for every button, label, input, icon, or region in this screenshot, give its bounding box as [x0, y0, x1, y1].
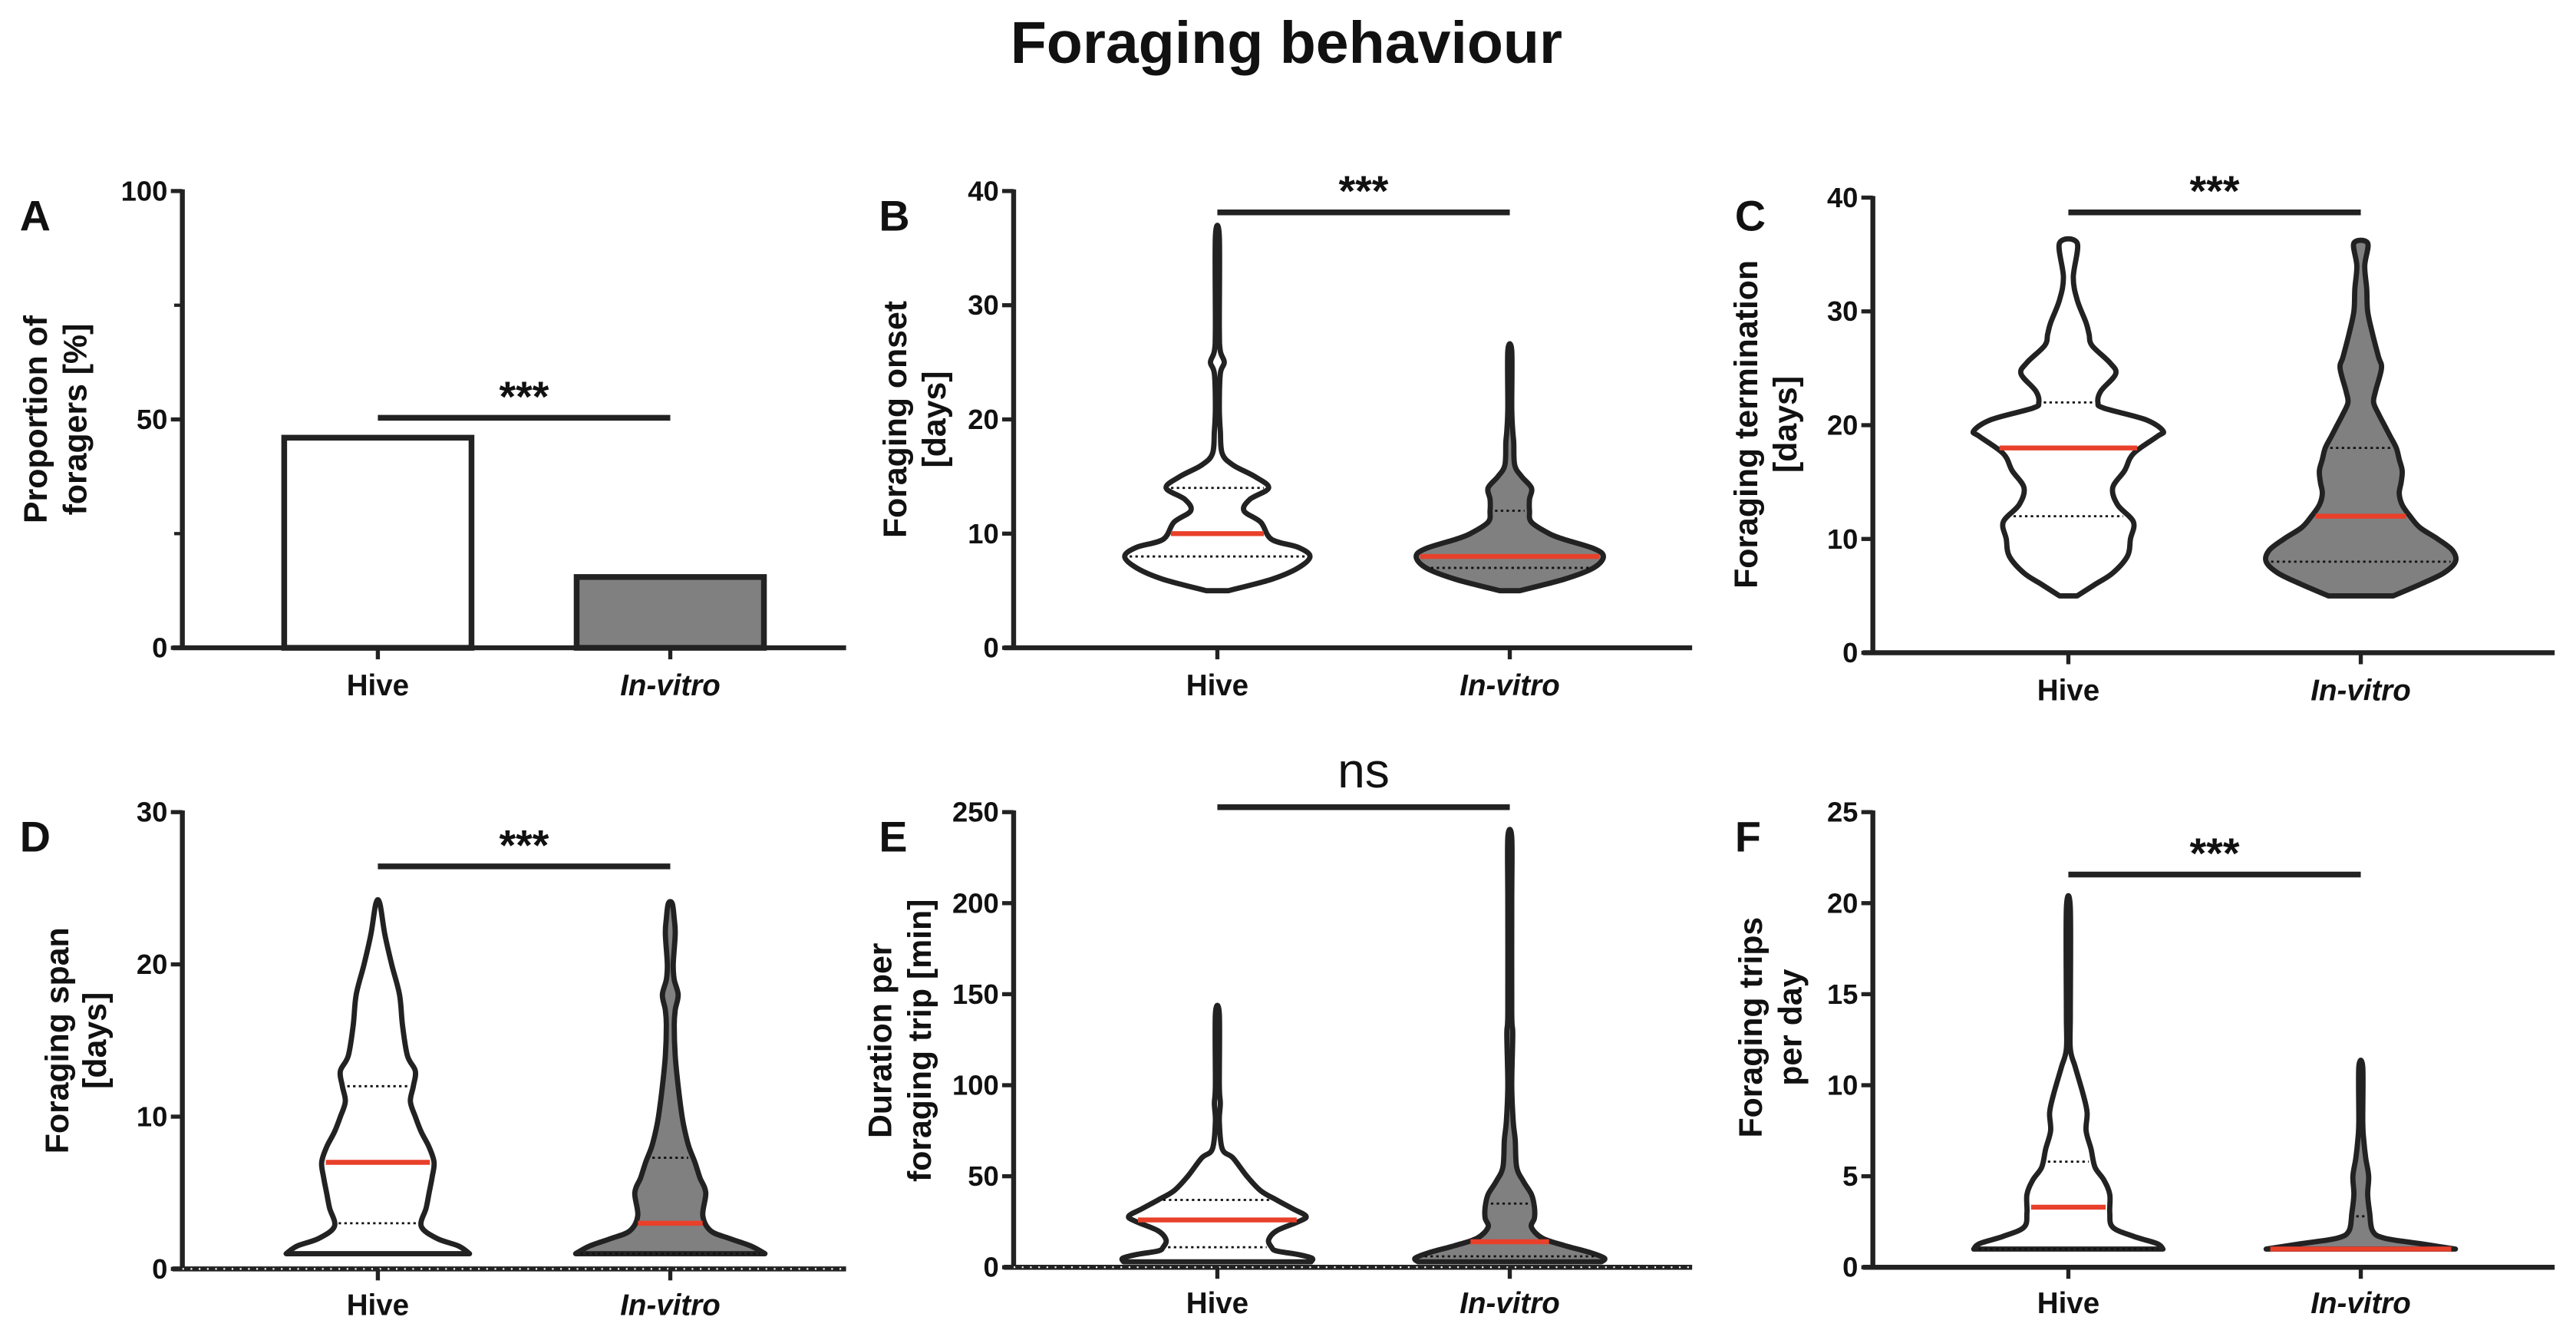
y-tick-label: 20: [968, 404, 998, 435]
violin-in-vitro: [572, 899, 768, 1256]
y-tick-label: 100: [121, 175, 168, 206]
panel-c: C Foraging termination [days] 0 10 20 30 40 Hive…: [1728, 167, 2555, 708]
y-axis-label: Foraging span: [39, 927, 76, 1154]
y-axis-label: [days]: [1767, 376, 1804, 473]
panel-letter: C: [1735, 192, 1766, 239]
y-tick-label: 50: [137, 404, 167, 435]
violin-body: [1413, 341, 1606, 594]
y-axis-label: Duration per: [863, 943, 899, 1138]
x-tick-label: Hive: [2037, 1287, 2099, 1320]
y-tick-label: 30: [968, 289, 998, 321]
panel-letter: B: [879, 192, 909, 239]
violin-hive: [1970, 236, 2166, 599]
violin-in-vitro: [1413, 341, 1606, 594]
y-tick-label: 250: [952, 797, 999, 828]
y-axis-label: Foraging trips: [1733, 917, 1770, 1138]
y-tick-label: 10: [1827, 1070, 1858, 1101]
y-tick-label: 0: [983, 1252, 998, 1283]
violin-hive: [1119, 1002, 1316, 1265]
violin-in-vitro: [2263, 1057, 2459, 1252]
y-axis-label: per day: [1773, 969, 1809, 1085]
y-tick-label: 20: [1827, 409, 1858, 441]
y-tick-label: 40: [1827, 182, 1858, 213]
x-tick-label: Hive: [1186, 1287, 1248, 1320]
y-tick-label: 30: [137, 797, 167, 828]
y-tick-label: 0: [983, 632, 998, 664]
y-axis-label: foragers [%]: [57, 324, 94, 516]
x-tick-label: In-vitro: [620, 669, 721, 702]
panel-letter: F: [1735, 814, 1761, 861]
x-tick-label: In-vitro: [620, 1289, 721, 1322]
significance-label: ***: [2190, 167, 2240, 215]
figure-title: Foraging behaviour: [1011, 10, 1562, 76]
violin-in-vitro: [1412, 827, 1608, 1265]
bar-hive: [281, 434, 475, 651]
violin-body: [1412, 827, 1608, 1265]
y-tick-label: 20: [137, 949, 167, 980]
y-tick-label: 15: [1827, 979, 1858, 1010]
significance-label: ***: [499, 821, 549, 869]
y-tick-label: 30: [1827, 295, 1858, 327]
violin-hive: [283, 896, 473, 1256]
significance-label: ***: [2190, 830, 2240, 877]
panel-letter: E: [879, 814, 907, 861]
panel-letter: D: [20, 814, 51, 861]
y-tick-label: 50: [968, 1160, 998, 1192]
y-tick-label: 40: [968, 175, 998, 206]
x-tick-label: Hive: [347, 1289, 409, 1322]
y-tick-label: 200: [952, 887, 999, 919]
panel-e: E Duration per foraging trip [min] 0 50 100 15…: [863, 743, 1693, 1320]
x-tick-label: In-vitro: [2310, 1287, 2411, 1320]
x-tick-label: In-vitro: [1460, 669, 1560, 702]
violin-body: [572, 899, 768, 1256]
violin-body: [283, 896, 473, 1256]
y-axis-label: [days]: [77, 992, 114, 1089]
y-tick-label: 0: [1842, 637, 1858, 668]
panel-f: F Foraging trips per day 0 5 10 15 20 25 Hive In-v…: [1733, 797, 2555, 1320]
panel-d: D Foraging span [days] 0 10 20 30 Hive In-vitro *…: [20, 797, 846, 1322]
panel-b: B Foraging onset [days] 0 10 20 30 40 Hive In-vit…: [877, 167, 1693, 702]
y-tick-label: 10: [968, 518, 998, 550]
y-tick-label: 0: [1842, 1252, 1858, 1283]
violin-body: [2263, 1057, 2459, 1252]
violin-body: [1970, 236, 2166, 599]
y-axis-label: foraging trip [min]: [902, 899, 938, 1182]
y-axis-label: Foraging onset: [877, 301, 914, 538]
y-tick-label: 5: [1842, 1160, 1858, 1192]
y-tick-label: 100: [952, 1070, 999, 1101]
violin-in-vitro: [2263, 237, 2459, 599]
y-axis-label: Proportion of: [18, 315, 54, 523]
y-axis-label: Foraging termination: [1728, 260, 1765, 589]
x-tick-label: Hive: [1186, 669, 1248, 702]
y-tick-label: 10: [1827, 523, 1858, 555]
violin-hive: [1122, 223, 1313, 594]
panel-letter: A: [20, 192, 51, 239]
panel-a: A Proportion of foragers [%] 0 50 100 Hive In-v…: [18, 175, 846, 702]
significance-label: ns: [1337, 743, 1390, 798]
violin-body: [1122, 223, 1313, 594]
x-tick-label: In-vitro: [2310, 675, 2411, 708]
x-tick-label: In-vitro: [1460, 1287, 1560, 1320]
violin-hive: [1971, 893, 2166, 1252]
violin-body: [1119, 1002, 1316, 1265]
y-tick-label: 25: [1827, 797, 1858, 828]
y-tick-label: 10: [137, 1101, 167, 1132]
violin-body: [2263, 237, 2459, 599]
y-tick-label: 0: [152, 1253, 167, 1285]
x-tick-label: Hive: [2037, 675, 2099, 708]
y-tick-label: 150: [952, 979, 999, 1010]
bar-in-vitro: [573, 574, 767, 651]
y-tick-label: 0: [152, 632, 167, 664]
y-tick-label: 20: [1827, 887, 1858, 919]
significance-label: ***: [499, 373, 549, 421]
y-axis-label: [days]: [916, 371, 953, 467]
violin-body: [1971, 893, 2166, 1252]
significance-label: ***: [1338, 167, 1388, 215]
x-tick-label: Hive: [347, 669, 409, 702]
